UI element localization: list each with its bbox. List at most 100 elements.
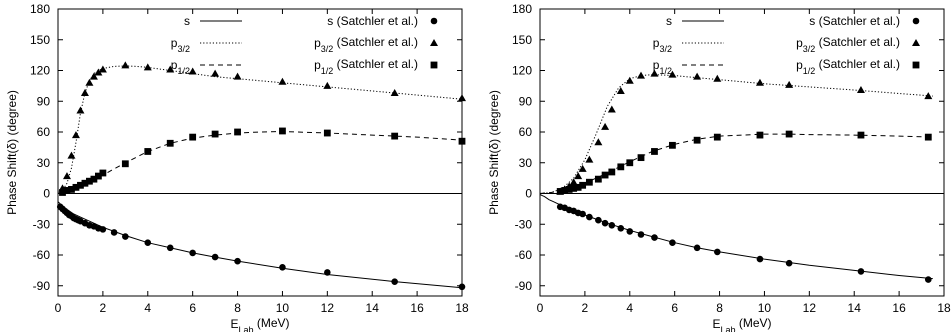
data-point	[650, 69, 659, 77]
legend-label: p1/2 (Satchler et al.)	[796, 57, 900, 76]
y-tick-label: 90	[37, 94, 51, 108]
data-point	[651, 234, 658, 241]
data-point	[77, 181, 84, 189]
data-point	[72, 183, 80, 191]
series-s-satchler-et-al-	[56, 203, 466, 291]
data-point	[85, 78, 94, 86]
data-point	[579, 181, 587, 189]
data-point	[391, 278, 398, 285]
x-tick-label: 16	[892, 301, 906, 315]
series-p1-2	[57, 130, 463, 194]
x-tick-label: 14	[848, 301, 862, 315]
series-line	[57, 130, 463, 194]
data-point	[578, 164, 587, 172]
series-line	[57, 201, 463, 289]
y-tick-label: -30	[33, 217, 51, 231]
legend-label: p1/2 (Satchler et al.)	[314, 57, 418, 76]
legend-marker	[430, 39, 438, 46]
series-p1-2-satchler-et-al-	[59, 127, 466, 196]
data-point	[637, 154, 645, 162]
data-point	[617, 163, 625, 171]
legend-label: p3/2 (Satchler et al.)	[796, 35, 900, 54]
data-point	[755, 78, 764, 86]
y-tick-label: -60	[33, 248, 51, 262]
right-chart: -90 -60 -30 0 30 60 90 120 150 180 0 2 4 6 8 10 12 14 16 18…	[487, 2, 951, 332]
x-tick-label: 14	[366, 301, 380, 315]
legend-label: s	[184, 14, 190, 28]
data-point	[390, 89, 399, 97]
data-point	[574, 172, 583, 180]
y-tick-label: 60	[37, 125, 51, 139]
y-tick-label: 150	[512, 33, 532, 47]
legend-label: p3/2	[171, 36, 190, 54]
data-point	[785, 80, 794, 88]
data-point	[234, 257, 241, 265]
y-tick-label: 60	[519, 125, 533, 139]
legend-label: s (Satchler et al.)	[327, 14, 418, 28]
data-point	[68, 186, 75, 193]
y-axis-label: Phase Shift(δ) (degree)	[5, 90, 19, 215]
x-tick-label: 6	[671, 301, 678, 315]
data-point	[90, 175, 98, 183]
plot-frame	[539, 8, 945, 297]
legend-label: p3/2 (Satchler et al.)	[314, 35, 418, 54]
data-point	[86, 177, 93, 185]
y-tick-label: 30	[519, 156, 533, 170]
series-p1-2-satchler-et-al-	[556, 130, 932, 195]
data-point	[279, 264, 286, 271]
data-point	[89, 72, 98, 80]
x-tick-label: 2	[582, 301, 589, 315]
data-point	[574, 183, 582, 191]
data-point	[62, 172, 71, 180]
data-point	[669, 239, 676, 246]
data-point	[626, 159, 634, 167]
data-point	[569, 178, 578, 186]
x-tick-label: 4	[626, 301, 633, 315]
x-tick-label: 0	[55, 301, 62, 315]
x-axis-label: ELab (MeV)	[712, 316, 771, 332]
data-point	[601, 219, 609, 227]
data-point	[211, 130, 219, 138]
data-point	[607, 105, 616, 113]
data-point	[617, 225, 625, 232]
legend: s p3/2 p1/2 s (Satchler et al.) p3/2 (Satchl…	[171, 14, 438, 76]
x-tick-label: 4	[144, 301, 151, 315]
left-chart: -90 -60 -30 0 30 60 90 120 150 180 0 2 4 6 8 10 12 14 16 18…	[5, 2, 469, 332]
data-point	[693, 244, 701, 252]
data-point	[713, 133, 721, 141]
data-point	[189, 133, 197, 141]
data-point	[323, 129, 331, 137]
data-point	[626, 228, 634, 235]
data-point	[391, 132, 399, 140]
data-point	[279, 127, 286, 135]
data-point	[585, 155, 594, 163]
data-point	[76, 106, 85, 114]
data-point	[99, 169, 107, 177]
series-line	[539, 194, 933, 280]
legend-marker	[430, 17, 438, 25]
data-point	[579, 210, 586, 218]
x-tick-label: 18	[455, 301, 469, 315]
data-point	[211, 253, 219, 261]
y-tick-label: -90	[515, 279, 533, 293]
data-point	[608, 221, 616, 229]
data-point	[924, 92, 933, 100]
data-point	[561, 187, 569, 194]
legend-label: s (Satchler et al.)	[809, 14, 900, 28]
data-point	[570, 184, 578, 192]
data-point	[80, 89, 89, 97]
data-point	[67, 151, 76, 159]
series-line	[57, 65, 463, 194]
data-point	[924, 276, 932, 283]
data-point	[637, 71, 645, 79]
data-point	[857, 131, 865, 139]
data-point	[99, 226, 107, 233]
data-point	[323, 81, 332, 89]
legend-marker	[912, 61, 920, 69]
legend-marker	[430, 61, 438, 69]
legend-marker	[912, 39, 920, 46]
data-point	[143, 63, 152, 71]
y-tick-label: -90	[33, 279, 51, 293]
data-point	[234, 128, 241, 136]
